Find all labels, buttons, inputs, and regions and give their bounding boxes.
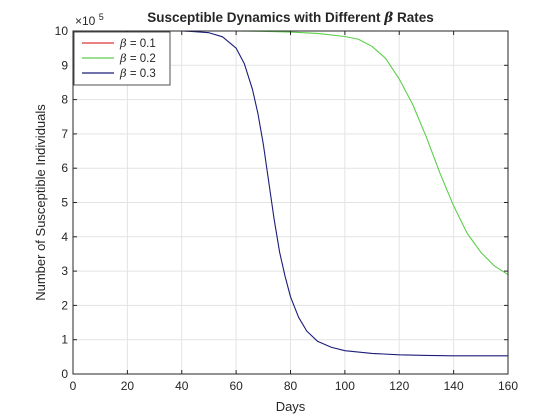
y-multiplier-base: ×10 [75, 14, 96, 28]
chart-title: Susceptible Dynamics with Different β Ra… [147, 10, 434, 26]
x-tick-label: 0 [70, 379, 77, 393]
grid [72, 30, 509, 375]
y-tick-label: 1 [61, 333, 68, 347]
ticks: 0 20 40 60 80 100 120 140 160 0 1 2 3 4 5 6 7 8 9 10 [55, 24, 519, 393]
y-axis-multiplier: ×10 5 [75, 12, 104, 28]
chart-title-symbol: β [383, 10, 393, 26]
legend-label: = 0.1 [127, 38, 156, 50]
legend-label: = 0.2 [127, 53, 156, 65]
x-tick-label: 140 [444, 379, 464, 393]
series-line-3 [73, 30, 508, 357]
x-tick-label: 160 [498, 379, 518, 393]
legend-entry-3: β = 0.3 [119, 66, 156, 80]
x-tick-label: 100 [335, 379, 355, 393]
legend-symbol: β [119, 36, 127, 50]
y-tick-label: 9 [61, 58, 68, 72]
x-tick-label: 40 [175, 379, 189, 393]
x-axis-label: Days [276, 399, 306, 414]
y-tick-label: 4 [61, 230, 68, 244]
y-multiplier-exponent: 5 [99, 12, 104, 22]
chart-title-suffix: Rates [397, 10, 434, 25]
legend-entry-2: β = 0.2 [119, 51, 156, 65]
y-axis-label: Number of Susceptible Individuals [33, 104, 48, 301]
legend-symbol: β [119, 51, 127, 65]
y-tick-label: 10 [55, 24, 69, 38]
chart-title-prefix: Susceptible Dynamics with Different [147, 10, 381, 25]
legend: β = 0.1β = 0.2β = 0.3 [73, 31, 171, 86]
y-tick-label: 3 [61, 264, 68, 278]
y-tick-label: 6 [61, 161, 68, 175]
legend-label: = 0.3 [127, 68, 156, 80]
x-tick-label: 80 [284, 379, 298, 393]
y-tick-label: 8 [61, 93, 68, 107]
y-tick-label: 0 [61, 367, 68, 381]
x-tick-label: 20 [121, 379, 135, 393]
y-tick-label: 2 [61, 298, 68, 312]
y-tick-label: 7 [61, 127, 68, 141]
legend-symbol: β [119, 66, 127, 80]
x-tick-label: 120 [389, 379, 409, 393]
y-tick-label: 5 [61, 196, 68, 210]
legend-entry-1: β = 0.1 [119, 36, 156, 50]
x-tick-label: 60 [229, 379, 243, 393]
